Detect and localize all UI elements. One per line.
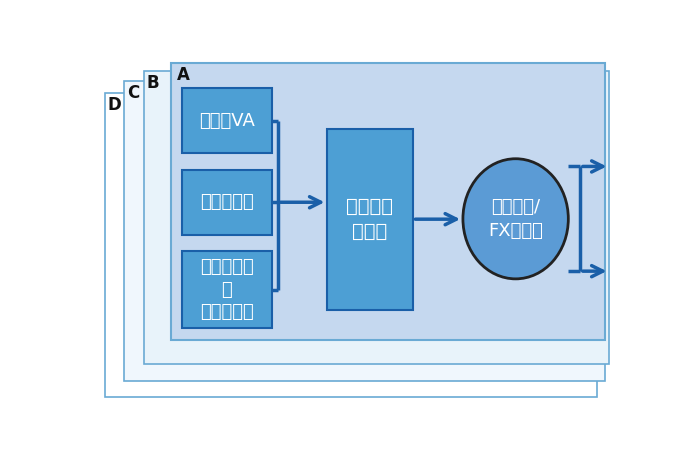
Bar xyxy=(328,129,412,310)
Ellipse shape xyxy=(463,159,568,279)
Text: グラニュラ
＋
サンプラー: グラニュラ ＋ サンプラー xyxy=(200,258,254,321)
Bar xyxy=(144,71,609,363)
Text: フィルタ/
FXセンド: フィルタ/ FXセンド xyxy=(488,198,543,239)
Text: B: B xyxy=(147,74,159,92)
Text: A: A xyxy=(177,66,190,84)
Bar xyxy=(183,88,272,153)
Bar xyxy=(171,63,605,340)
Text: C: C xyxy=(127,84,140,102)
Bar xyxy=(183,251,272,328)
Bar xyxy=(105,93,597,397)
Text: D: D xyxy=(108,95,122,113)
Text: ソースフ
ィルタ: ソースフ ィルタ xyxy=(346,197,393,241)
Text: スペクトル: スペクトル xyxy=(200,193,254,211)
Text: 加算＋VA: 加算＋VA xyxy=(199,112,255,130)
Bar xyxy=(183,169,272,235)
Bar xyxy=(124,81,605,381)
